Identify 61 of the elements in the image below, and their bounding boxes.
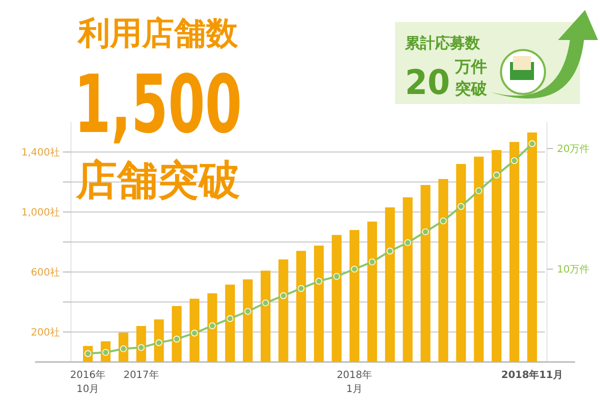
point bbox=[440, 217, 447, 224]
point bbox=[315, 278, 322, 285]
point bbox=[333, 272, 340, 280]
y-tick-label: 1,000社 bbox=[21, 206, 60, 218]
point bbox=[280, 292, 287, 300]
bar bbox=[225, 284, 235, 362]
point bbox=[510, 157, 518, 164]
bar bbox=[260, 270, 270, 362]
bar bbox=[207, 293, 218, 362]
y-tick-label: 1,400社 bbox=[21, 146, 60, 158]
point bbox=[298, 285, 305, 292]
bar bbox=[492, 150, 502, 362]
annotation: 店舗突破 bbox=[75, 156, 240, 204]
annotation: 1,500 bbox=[74, 58, 328, 151]
bar bbox=[367, 222, 378, 362]
point bbox=[422, 228, 429, 236]
y-tick-label: 600社 bbox=[30, 266, 60, 278]
bar bbox=[438, 179, 448, 362]
bar bbox=[420, 185, 430, 362]
point bbox=[226, 315, 234, 322]
bar bbox=[172, 306, 182, 362]
point bbox=[244, 308, 252, 315]
point bbox=[493, 172, 500, 178]
text: 20 bbox=[405, 63, 452, 103]
x-tick-label: 2016年 10月 bbox=[70, 369, 106, 395]
chart-title: 利用店舗数 bbox=[76, 14, 239, 52]
bar bbox=[350, 230, 360, 362]
bar bbox=[456, 164, 466, 362]
x-tick-label: 2018年11月 bbox=[501, 369, 563, 381]
bar bbox=[296, 250, 306, 362]
point bbox=[191, 330, 198, 336]
point bbox=[458, 203, 464, 210]
bar bbox=[385, 207, 395, 362]
bar bbox=[278, 259, 288, 362]
bar bbox=[242, 279, 253, 362]
point bbox=[475, 187, 482, 194]
x-tick-label: 2017年 bbox=[123, 369, 159, 381]
y2-tick-label: 10万件 bbox=[557, 264, 590, 276]
point bbox=[262, 300, 269, 306]
point bbox=[208, 322, 216, 330]
bar bbox=[509, 142, 520, 362]
y2-tick-label: 20万件 bbox=[557, 144, 590, 156]
text: 万件 bbox=[454, 57, 487, 76]
point bbox=[528, 140, 536, 148]
point bbox=[404, 239, 412, 246]
point bbox=[386, 248, 394, 254]
text: 突破 bbox=[454, 79, 488, 98]
y-tick-label: 200社 bbox=[30, 326, 60, 338]
bar bbox=[402, 197, 413, 362]
bar bbox=[314, 246, 324, 362]
point bbox=[156, 339, 162, 346]
bar bbox=[190, 298, 200, 362]
point bbox=[173, 336, 180, 342]
bar bbox=[474, 156, 484, 362]
point bbox=[351, 266, 358, 273]
bar bbox=[527, 132, 538, 362]
text: 累計応募数 bbox=[404, 34, 481, 52]
bar bbox=[332, 234, 342, 362]
point bbox=[138, 344, 145, 351]
point bbox=[368, 258, 376, 266]
x-tick-label: 2018年 1月 bbox=[336, 369, 372, 395]
